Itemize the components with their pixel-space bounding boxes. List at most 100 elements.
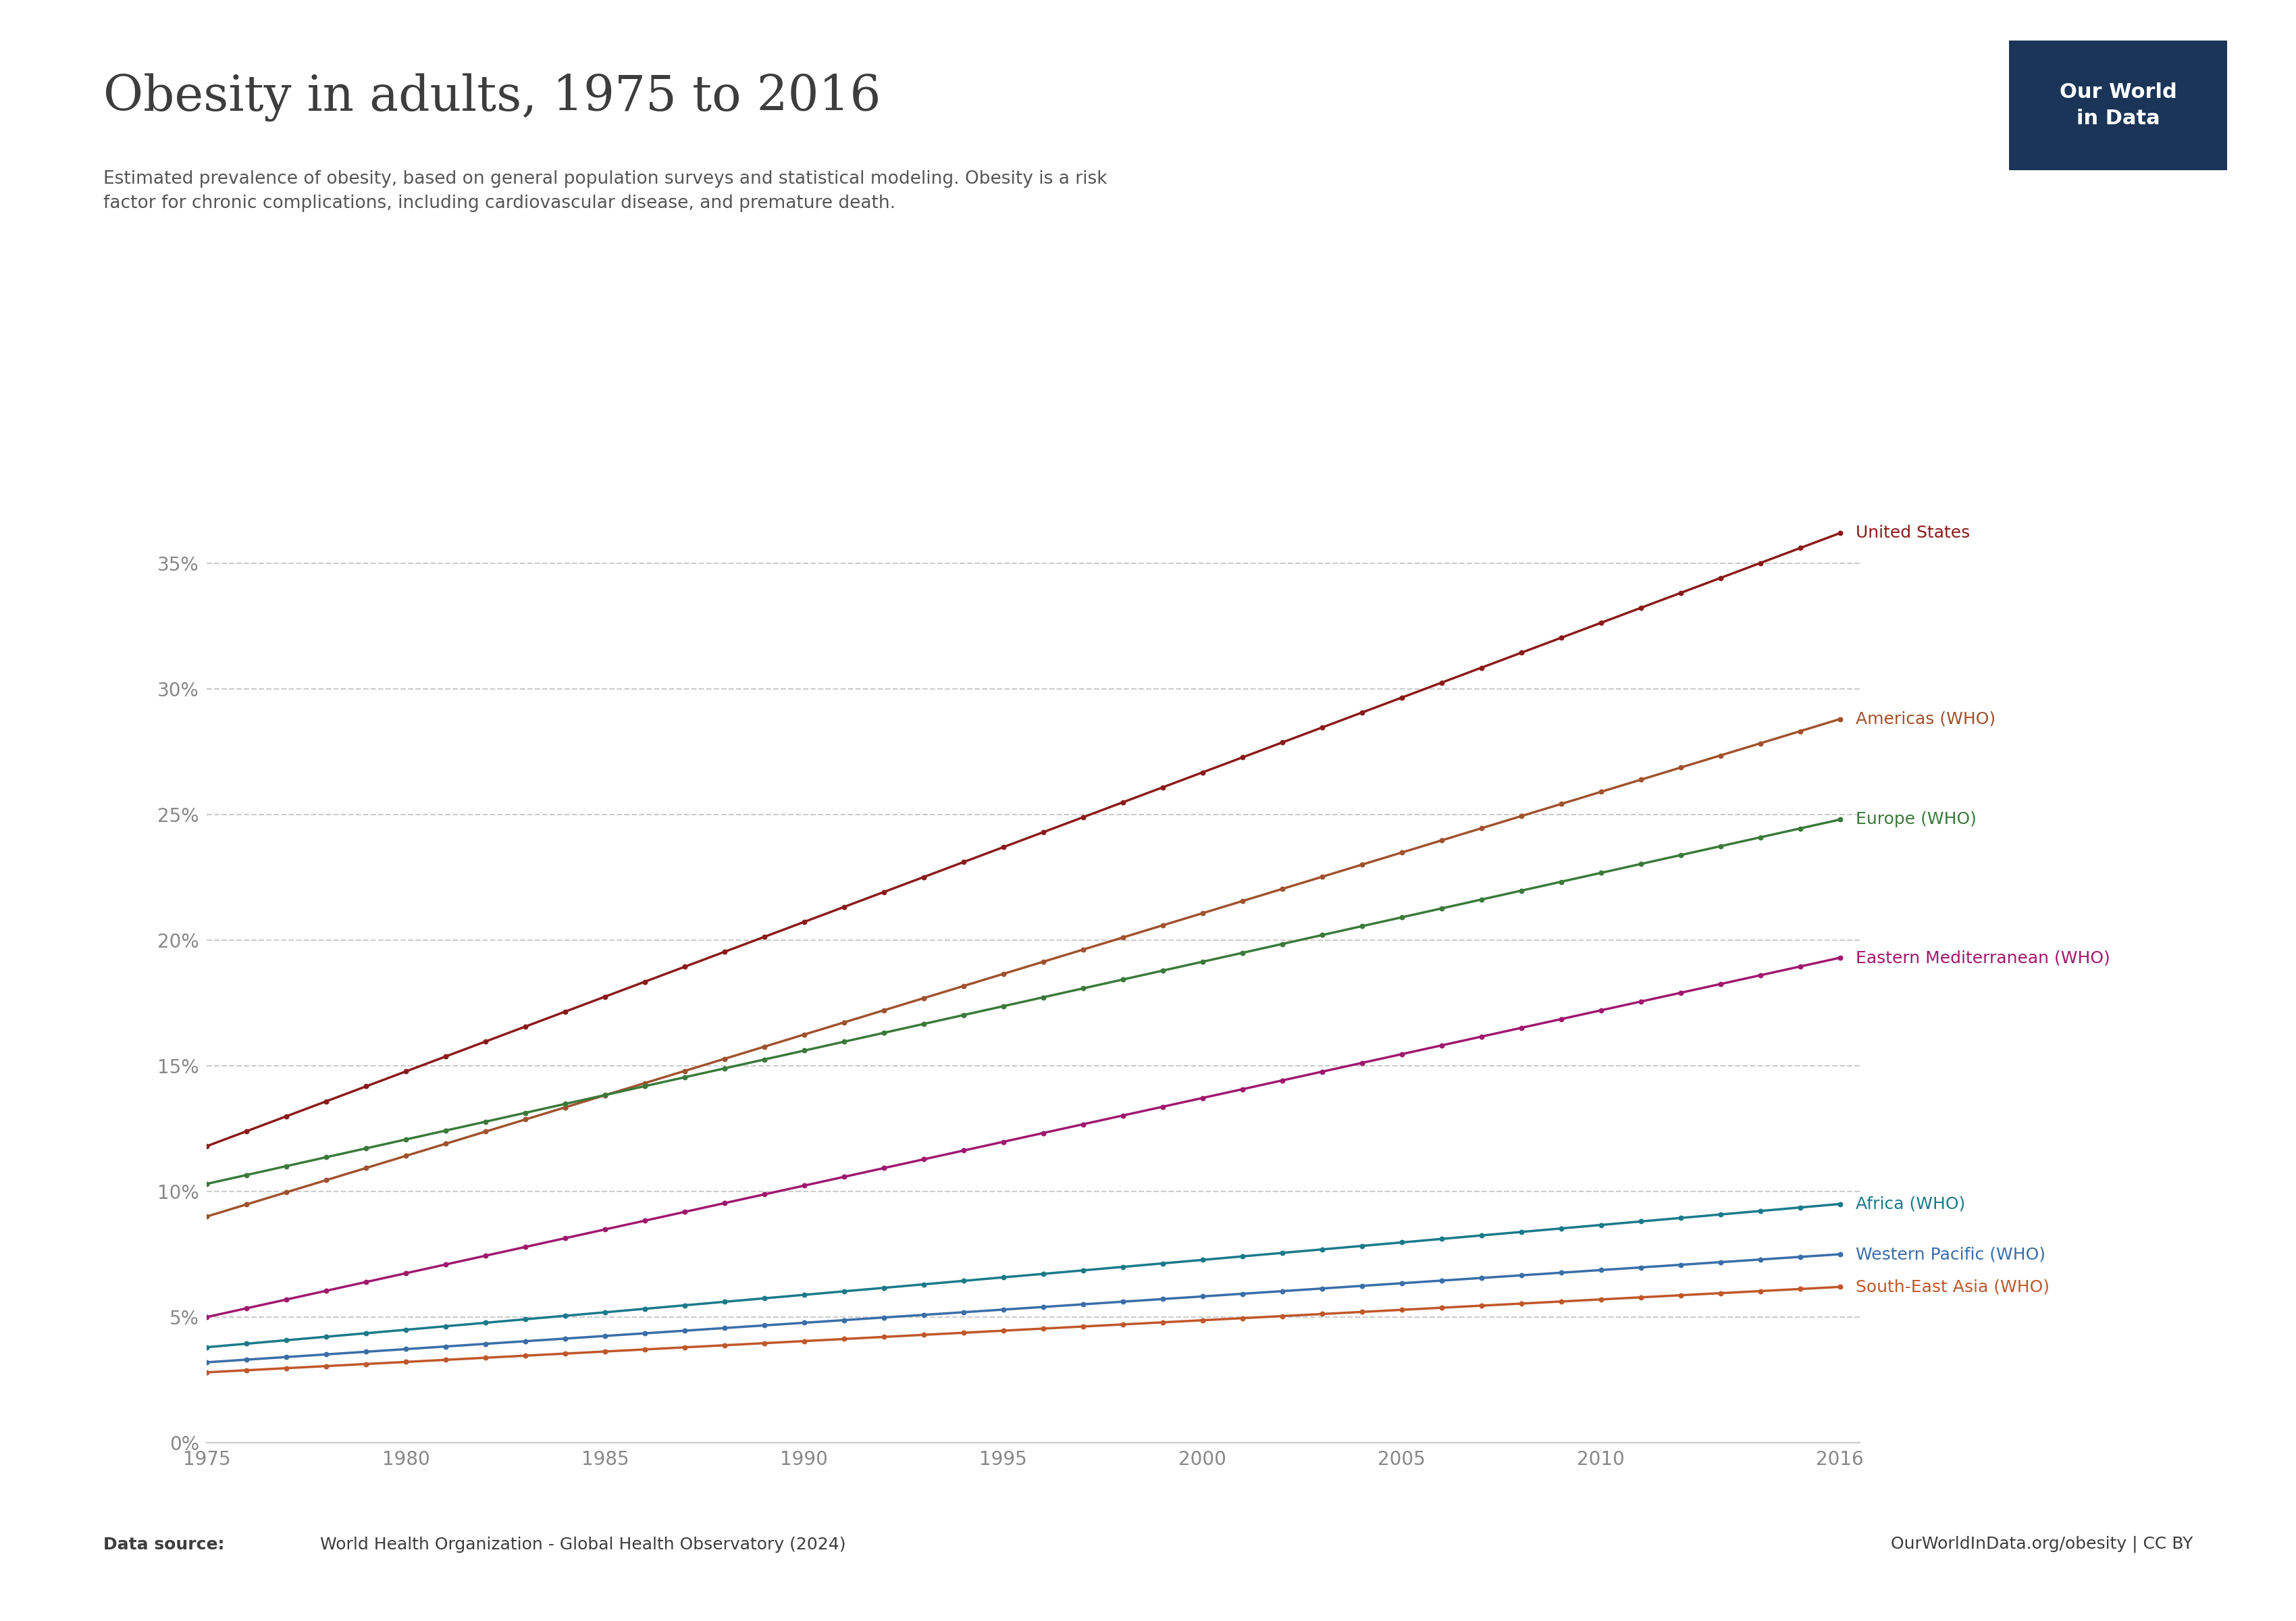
Point <box>466 1310 503 1336</box>
Text: Estimated prevalence of obesity, based on general population surveys and statist: Estimated prevalence of obesity, based o… <box>103 170 1107 212</box>
Point <box>707 939 744 964</box>
Point <box>985 1128 1022 1154</box>
Point <box>1662 1251 1699 1277</box>
Text: South-East Asia (WHO): South-East Asia (WHO) <box>1855 1279 2050 1295</box>
Point <box>1821 807 1857 833</box>
Point <box>1623 1255 1660 1281</box>
Point <box>1343 700 1380 726</box>
Point <box>269 1180 305 1206</box>
Point <box>1743 550 1779 575</box>
Point <box>1263 875 1300 901</box>
Point <box>666 1200 703 1225</box>
Point <box>1065 1292 1102 1318</box>
Point <box>866 1020 902 1046</box>
Point <box>1821 520 1857 546</box>
Point <box>1662 843 1699 869</box>
Point <box>1782 718 1818 744</box>
Point <box>466 1029 503 1055</box>
Point <box>985 1318 1022 1344</box>
Point <box>308 1342 344 1368</box>
Point <box>188 1203 225 1229</box>
Point <box>1662 979 1699 1005</box>
Point <box>1424 1295 1460 1321</box>
Point <box>627 1295 664 1321</box>
Point <box>785 1310 822 1336</box>
Point <box>227 1162 264 1188</box>
Point <box>507 1328 544 1354</box>
Point <box>585 984 622 1010</box>
Text: Europe (WHO): Europe (WHO) <box>1855 812 1977 828</box>
Point <box>1582 1287 1619 1313</box>
Point <box>985 1297 1022 1323</box>
Point <box>985 835 1022 861</box>
Point <box>1343 851 1380 877</box>
Point <box>1224 1281 1261 1307</box>
Point <box>1065 1112 1102 1138</box>
Point <box>1701 742 1738 768</box>
Point <box>1024 1261 1061 1287</box>
Point <box>1463 1292 1499 1318</box>
Point <box>1504 877 1541 903</box>
Point <box>985 1264 1022 1290</box>
Point <box>1782 535 1818 561</box>
Point <box>1024 948 1061 974</box>
Point <box>785 909 822 935</box>
Point <box>1304 922 1341 948</box>
Point <box>1582 997 1619 1023</box>
Point <box>308 1088 344 1114</box>
Point <box>585 1216 622 1242</box>
Point <box>1263 729 1300 755</box>
Point <box>1343 1050 1380 1076</box>
Point <box>188 1170 225 1196</box>
Point <box>1463 815 1499 841</box>
Point <box>427 1347 464 1373</box>
Point <box>827 1307 863 1332</box>
Point <box>707 1046 744 1071</box>
Point <box>946 973 983 999</box>
Point <box>388 1260 425 1285</box>
Point <box>347 1156 383 1182</box>
Text: Western Pacific (WHO): Western Pacific (WHO) <box>1855 1247 2046 1263</box>
Point <box>1701 833 1738 859</box>
Point <box>1582 780 1619 806</box>
Point <box>1224 1243 1261 1269</box>
Point <box>1185 900 1221 926</box>
Point <box>546 1094 583 1120</box>
Point <box>1185 1247 1221 1272</box>
Point <box>1024 984 1061 1010</box>
Point <box>1662 580 1699 606</box>
Point <box>1543 1216 1580 1242</box>
Point <box>1821 1274 1857 1300</box>
Point <box>466 1331 503 1357</box>
Point <box>946 1300 983 1326</box>
Text: Data source:: Data source: <box>103 1537 225 1553</box>
Point <box>1143 958 1180 984</box>
Point <box>666 1318 703 1344</box>
Point <box>1504 1219 1541 1245</box>
Point <box>188 1334 225 1360</box>
Point <box>905 986 941 1012</box>
Point <box>1143 913 1180 939</box>
Point <box>585 1300 622 1326</box>
Point <box>707 1190 744 1216</box>
Point <box>746 924 783 950</box>
Point <box>1224 940 1261 966</box>
Point <box>585 1339 622 1365</box>
Point <box>785 1172 822 1198</box>
Point <box>1743 1198 1779 1224</box>
Point <box>785 1037 822 1063</box>
Point <box>707 1332 744 1358</box>
Point <box>546 1341 583 1367</box>
Point <box>1343 1298 1380 1324</box>
Text: Obesity in adults, 1975 to 2016: Obesity in adults, 1975 to 2016 <box>103 73 882 122</box>
Point <box>1543 1007 1580 1033</box>
Point <box>1623 1209 1660 1235</box>
Point <box>1024 1316 1061 1342</box>
Point <box>946 1138 983 1164</box>
Point <box>1543 869 1580 895</box>
Point <box>1821 1242 1857 1268</box>
Point <box>1382 905 1419 930</box>
Point <box>1065 937 1102 963</box>
Point <box>707 1289 744 1315</box>
Point <box>985 961 1022 987</box>
